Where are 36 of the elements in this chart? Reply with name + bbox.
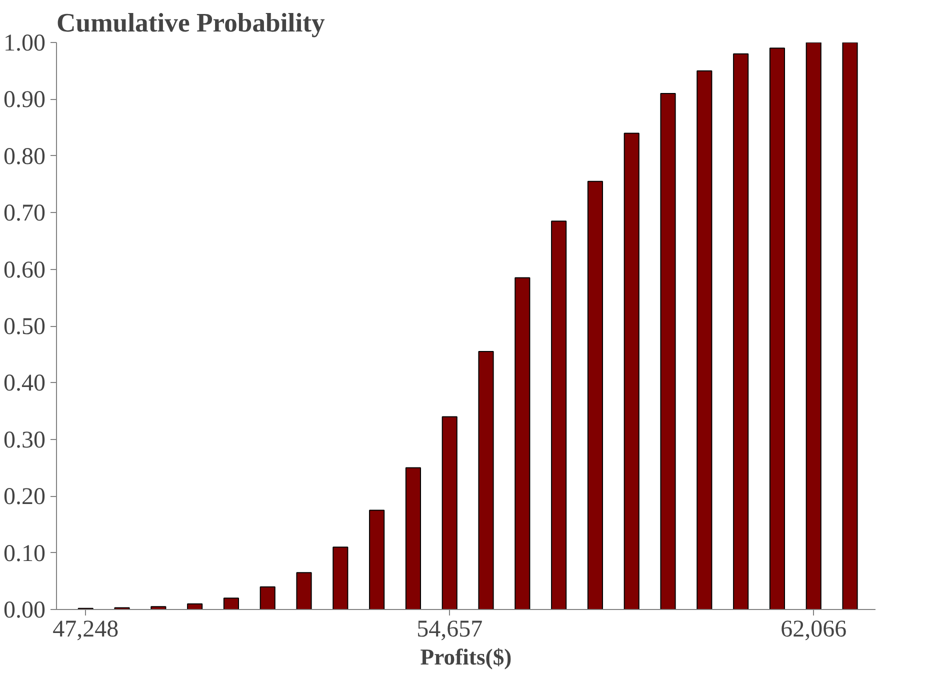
bar [369,510,385,610]
y-tick-label: 0.70 [4,200,46,227]
bar [587,180,603,610]
y-tick-label: 0.20 [4,484,46,510]
x-tick-label: 47,248 [52,616,119,642]
bar [842,42,858,610]
bar [696,70,712,610]
bar [514,277,530,610]
bar [806,42,822,610]
y-tick-label: 1.00 [4,30,46,56]
y-tick-label: 0.40 [4,370,46,397]
x-axis-title: Profits($) [420,644,512,670]
bar [442,416,458,610]
bar [478,351,494,610]
bar [296,572,312,610]
bar [660,93,676,610]
y-tick-label: 0.50 [4,314,46,340]
y-tick-label: 0.60 [4,257,46,284]
bar [733,53,749,610]
bar [405,467,421,610]
chart-title: Cumulative Probability [56,8,326,38]
bar [332,546,348,610]
bar [551,220,567,610]
y-tick-label: 0.10 [4,540,46,567]
bar [769,48,785,610]
y-tick-label: 0.90 [4,87,46,114]
bar [624,132,640,610]
x-tick-label: 62,066 [780,616,847,642]
x-tick-label: 54,657 [416,616,483,642]
y-tick-label: 0.00 [4,598,46,624]
bar [187,603,203,610]
bar [223,598,239,610]
y-tick-label: 0.30 [4,427,46,454]
bar [260,586,276,610]
bar [150,606,166,610]
y-tick-label: 0.80 [4,144,46,170]
